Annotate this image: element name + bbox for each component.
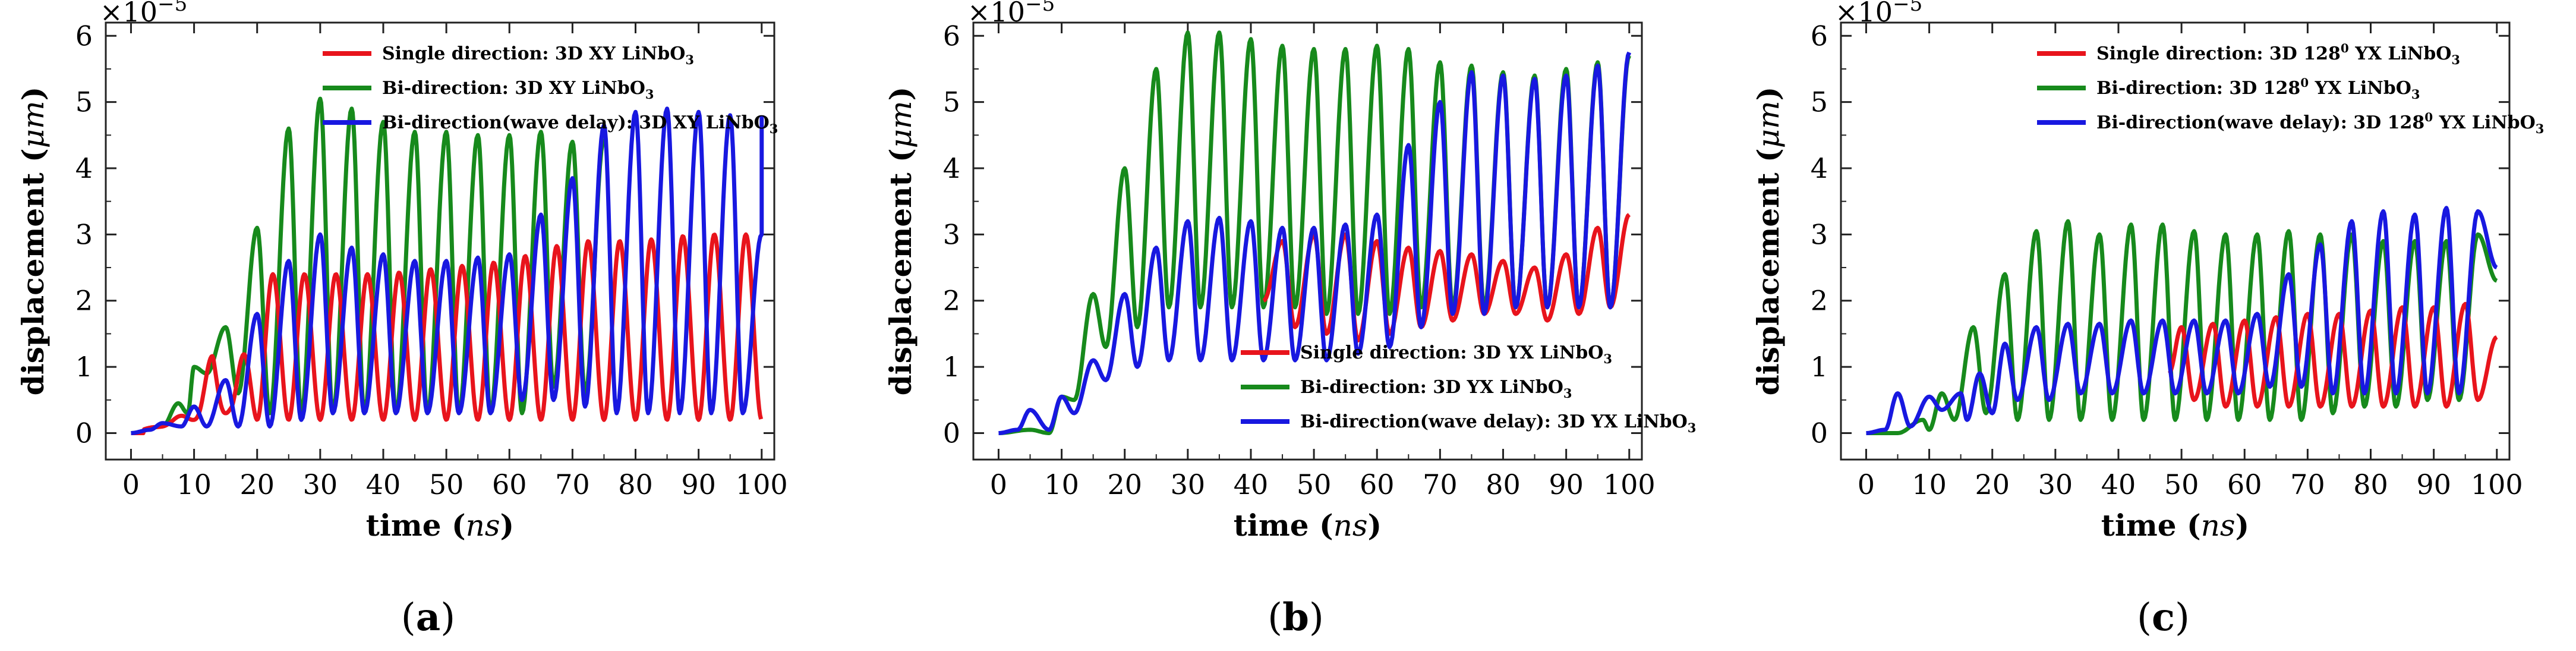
panel-label: (c) bbox=[2137, 595, 2190, 640]
y-tick-label: 6 bbox=[1811, 20, 1828, 52]
x-tick-label: 60 bbox=[1360, 468, 1395, 501]
x-tick-label: 90 bbox=[1549, 468, 1584, 501]
x-tick-label: 50 bbox=[2164, 468, 2199, 501]
x-tick-label: 40 bbox=[366, 468, 401, 501]
y-tick-label: 6 bbox=[75, 20, 93, 52]
x-tick-label: 0 bbox=[990, 468, 1007, 501]
y-tick-label: 5 bbox=[943, 86, 960, 118]
y-tick-label: 4 bbox=[1811, 152, 1828, 184]
x-axis-label: time (ns) bbox=[366, 508, 514, 543]
x-tick-label: 50 bbox=[1297, 468, 1332, 501]
x-tick-label: 70 bbox=[1423, 468, 1458, 501]
y-tick-label: 2 bbox=[943, 285, 960, 317]
x-tick-label: 30 bbox=[303, 468, 338, 501]
x-tick-label: 10 bbox=[1912, 468, 1947, 501]
y-multiplier: ×10−5 bbox=[967, 0, 1055, 28]
y-tick-label: 3 bbox=[943, 218, 960, 250]
x-tick-label: 70 bbox=[555, 468, 590, 501]
x-tick-label: 60 bbox=[2227, 468, 2262, 501]
x-tick-label: 100 bbox=[1603, 468, 1656, 501]
panel-label: (b) bbox=[1267, 595, 1324, 640]
x-tick-label: 10 bbox=[1044, 468, 1079, 501]
y-tick-label: 5 bbox=[75, 86, 93, 118]
x-tick-label: 100 bbox=[736, 468, 788, 501]
x-tick-label: 30 bbox=[2038, 468, 2073, 501]
y-tick-label: 4 bbox=[943, 152, 960, 184]
x-tick-label: 80 bbox=[1486, 468, 1521, 501]
legend-entry: Bi-direction: 3D XY LiNbO3 bbox=[382, 78, 654, 102]
y-axis-label: displacement (μm) bbox=[1751, 87, 1786, 396]
y-tick-label: 6 bbox=[943, 20, 960, 52]
x-tick-label: 40 bbox=[1234, 468, 1269, 501]
legend-entry: Single direction: 3D 1280 YX LiNbO3 bbox=[2096, 41, 2460, 67]
x-tick-label: 30 bbox=[1171, 468, 1206, 501]
y-tick-label: 1 bbox=[75, 351, 93, 383]
series-line-blue bbox=[130, 106, 764, 435]
y-axis-label: displacement (μm) bbox=[15, 87, 51, 396]
y-tick-label: 1 bbox=[1811, 351, 1828, 383]
series-line-blue bbox=[1865, 206, 2498, 435]
x-axis-label: time (ns) bbox=[2101, 508, 2249, 543]
x-tick-label: 90 bbox=[681, 468, 716, 501]
x-tick-label: 20 bbox=[1975, 468, 2010, 501]
x-tick-label: 100 bbox=[2471, 468, 2523, 501]
x-tick-label: 60 bbox=[492, 468, 527, 501]
legend-entry: Bi-direction(wave delay): 3D 1280 YX LiN… bbox=[2096, 110, 2544, 136]
y-tick-label: 1 bbox=[943, 351, 960, 383]
legend-entry: Bi-direction: 3D YX LiNbO3 bbox=[1300, 377, 1572, 401]
y-tick-label: 2 bbox=[1811, 285, 1828, 317]
x-tick-label: 0 bbox=[122, 468, 140, 501]
x-tick-label: 10 bbox=[176, 468, 212, 501]
x-tick-label: 80 bbox=[2353, 468, 2388, 501]
x-tick-label: 70 bbox=[2290, 468, 2325, 501]
x-tick-label: 50 bbox=[429, 468, 464, 501]
y-multiplier: ×10−5 bbox=[1835, 0, 1922, 28]
y-tick-label: 2 bbox=[75, 285, 93, 317]
x-tick-label: 80 bbox=[618, 468, 653, 501]
x-tick-label: 20 bbox=[239, 468, 275, 501]
legend-entry: Bi-direction(wave delay): 3D YX LiNbO3 bbox=[1300, 411, 1696, 435]
x-tick-label: 90 bbox=[2416, 468, 2451, 501]
panel-label: (a) bbox=[401, 595, 455, 640]
series-line-blue bbox=[998, 51, 1632, 435]
plot-frame bbox=[105, 21, 775, 461]
x-tick-label: 20 bbox=[1107, 468, 1142, 501]
legend-entry: Single direction: 3D YX LiNbO3 bbox=[1300, 342, 1612, 366]
y-tick-label: 4 bbox=[75, 152, 93, 184]
x-axis-label: time (ns) bbox=[1234, 508, 1382, 543]
plot-frame bbox=[1840, 21, 2511, 461]
legend-entry: Bi-direction(wave delay): 3D XY LiNbO3 bbox=[382, 112, 778, 136]
y-tick-label: 3 bbox=[75, 218, 93, 250]
x-tick-label: 40 bbox=[2101, 468, 2136, 501]
y-tick-label: 0 bbox=[943, 417, 960, 449]
legend-entry: Single direction: 3D XY LiNbO3 bbox=[382, 43, 694, 67]
y-multiplier: ×10−5 bbox=[100, 0, 187, 28]
y-axis-label: displacement (μm) bbox=[883, 87, 918, 396]
y-tick-label: 0 bbox=[75, 417, 93, 449]
x-tick-label: 0 bbox=[1858, 468, 1875, 501]
series-line-red bbox=[1262, 213, 1631, 342]
plot-frame bbox=[972, 21, 1643, 461]
legend-entry: Bi-direction: 3D 1280 YX LiNbO3 bbox=[2096, 76, 2420, 102]
y-tick-label: 5 bbox=[1811, 86, 1828, 118]
y-tick-label: 3 bbox=[1811, 218, 1828, 250]
y-tick-label: 0 bbox=[1811, 417, 1828, 449]
